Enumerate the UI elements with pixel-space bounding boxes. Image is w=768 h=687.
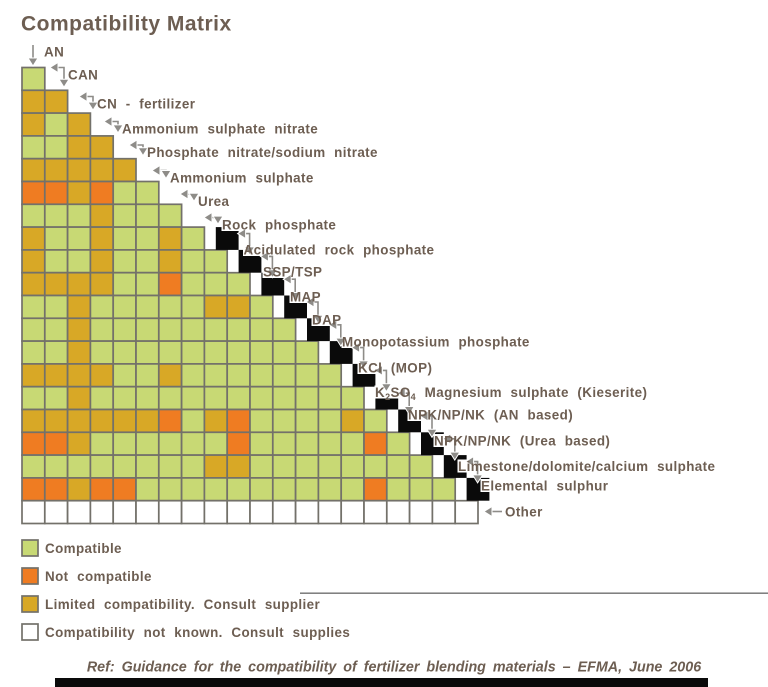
svg-text:Urea: Urea [198, 194, 230, 209]
svg-text:DAP: DAP [312, 312, 341, 327]
svg-text:Compatibility not known. Consu: Compatibility not known. Consult supplie… [45, 625, 350, 640]
svg-text:Ammonium sulphate nitrate: Ammonium sulphate nitrate [122, 121, 318, 136]
svg-text:AN: AN [44, 44, 64, 59]
svg-text:Limited compatibility. Consult: Limited compatibility. Consult supplier [45, 597, 320, 612]
svg-text:Monopotassium phosphate: Monopotassium phosphate [342, 334, 530, 349]
svg-text:Ammonium sulphate: Ammonium sulphate [170, 170, 314, 185]
svg-text:NPK/NP/NK (Urea based): NPK/NP/NK (Urea based) [434, 433, 610, 448]
svg-text:CN - fertilizer: CN - fertilizer [97, 96, 196, 111]
svg-text:NPK/NP/NK (AN based): NPK/NP/NK (AN based) [408, 407, 573, 422]
svg-text:Other: Other [505, 504, 543, 519]
svg-text:Rock phosphate: Rock phosphate [222, 217, 336, 232]
svg-text:SSP/TSP: SSP/TSP [263, 264, 322, 279]
svg-text:KCl (MOP): KCl (MOP) [358, 360, 432, 375]
svg-text:Compatibility Matrix: Compatibility Matrix [21, 13, 232, 36]
svg-text:Compatible: Compatible [45, 541, 122, 556]
svg-text:MAP: MAP [290, 289, 321, 304]
svg-text:Limestone/dolomite/calcium sul: Limestone/dolomite/calcium sulphate [458, 459, 715, 474]
svg-text:K2SO4 Magnesium sulphate (Kies: K2SO4 Magnesium sulphate (Kieserite) [375, 385, 647, 402]
svg-text:Not compatible: Not compatible [45, 569, 152, 584]
svg-text:Phosphate nitrate/sodium nitra: Phosphate nitrate/sodium nitrate [147, 145, 378, 160]
svg-text:Acidulated rock phosphate: Acidulated rock phosphate [244, 242, 435, 257]
svg-text:Elemental sulphur: Elemental sulphur [481, 478, 609, 493]
svg-text:CAN: CAN [68, 67, 98, 82]
svg-text:Ref: Guidance for the compatib: Ref: Guidance for the compatibility of f… [87, 660, 702, 676]
